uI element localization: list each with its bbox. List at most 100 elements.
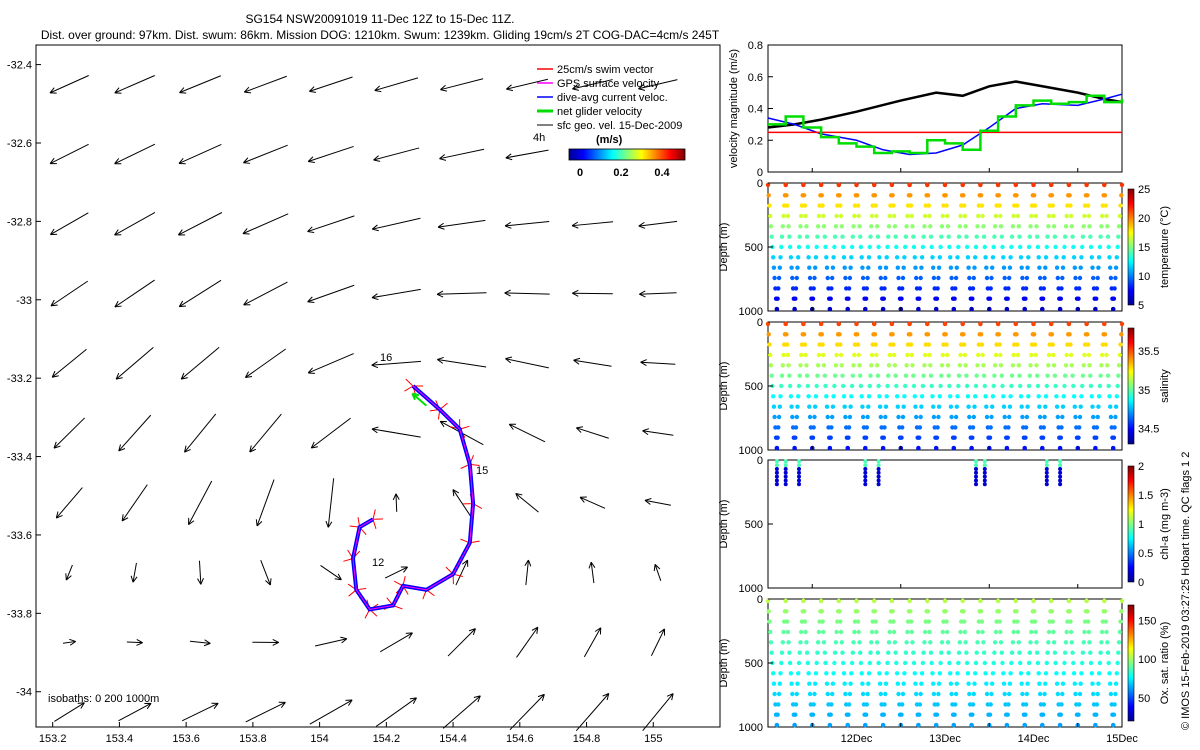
section-point <box>956 660 961 666</box>
section-point <box>765 321 771 327</box>
section-point <box>780 363 785 368</box>
section-point <box>841 244 846 250</box>
section-point <box>774 470 779 475</box>
section-point <box>979 203 985 208</box>
section-point <box>952 712 957 717</box>
section-point <box>1099 640 1104 645</box>
section-point <box>1005 296 1010 301</box>
velocity-arrow <box>118 414 152 452</box>
section-point <box>971 275 976 281</box>
section-point <box>970 286 976 291</box>
section-point <box>771 255 776 260</box>
section-point <box>893 234 898 239</box>
velocity-arrow <box>309 76 353 92</box>
velocity-arrowhead <box>506 84 514 92</box>
section-point <box>1094 702 1100 707</box>
section-point <box>949 275 954 281</box>
velocity-arrow <box>118 702 152 722</box>
section-point <box>858 234 863 239</box>
section-point <box>825 414 830 420</box>
colorbar-tick-label: 100 <box>1138 654 1156 666</box>
velocity-arrowhead <box>537 693 545 701</box>
section-point <box>976 213 981 219</box>
section-point <box>781 629 786 635</box>
section-point <box>1053 244 1058 250</box>
section-point <box>1114 255 1120 260</box>
section-point <box>768 213 773 219</box>
velocity-arrow <box>65 564 73 581</box>
section-point <box>944 342 949 347</box>
colorbar-time-label: 4h <box>533 132 545 144</box>
section-point <box>984 414 990 420</box>
section-point <box>956 650 962 655</box>
velocity-arrow <box>575 693 610 732</box>
section-point <box>992 373 997 378</box>
section-point <box>858 244 864 250</box>
section-point <box>1034 640 1039 645</box>
section-point <box>928 650 934 655</box>
velocity-arrowhead <box>531 626 539 634</box>
map-x-tick-label: 154.4 <box>439 733 467 745</box>
section-point <box>974 467 978 471</box>
section-point <box>1099 629 1105 635</box>
section-point <box>975 363 980 368</box>
section-point <box>776 691 782 697</box>
colorbar-tick-label: 34.5 <box>1138 424 1159 436</box>
section-point <box>934 435 940 440</box>
section-point <box>1060 265 1066 270</box>
section-point <box>1096 255 1102 260</box>
section-point <box>1104 352 1109 358</box>
section-point <box>996 193 1001 198</box>
velocity-arrowhead <box>265 578 272 586</box>
section-point <box>896 414 901 420</box>
section-point <box>786 224 791 229</box>
colorbar-label: Ox. sat. ratio (%) <box>1159 622 1171 705</box>
section-point <box>1033 352 1038 358</box>
section-point <box>1027 650 1033 655</box>
section-point <box>1024 691 1030 697</box>
section-point <box>911 660 917 666</box>
section-point <box>878 275 883 281</box>
section-point <box>1007 414 1012 420</box>
section-point <box>831 255 836 260</box>
section-point <box>1098 373 1103 378</box>
velocity-arrow <box>114 211 156 236</box>
section-point <box>869 352 875 358</box>
velocity-arrowhead <box>49 228 58 236</box>
section-point <box>945 629 950 635</box>
map-x-tick-label: 154.2 <box>373 733 401 745</box>
section-point <box>1019 404 1024 409</box>
section-point <box>1015 619 1020 624</box>
section-point <box>911 373 916 378</box>
section-point <box>772 691 777 697</box>
section-point <box>858 650 863 655</box>
section-point <box>797 650 802 655</box>
section-point <box>801 609 807 614</box>
section-point <box>1119 193 1124 198</box>
section-point <box>833 224 839 229</box>
section-point <box>868 373 873 378</box>
velocity-arrowhead <box>452 489 460 497</box>
section-point <box>992 650 997 655</box>
section-point <box>904 224 909 229</box>
section-point <box>1111 722 1116 728</box>
velocity-arrowhead <box>144 702 152 710</box>
section-point <box>1085 203 1091 208</box>
section-point <box>850 234 855 239</box>
section-colorbar <box>1127 604 1135 722</box>
section-point <box>1043 671 1049 676</box>
section-point <box>892 363 898 368</box>
section-point <box>1035 660 1041 666</box>
section-point <box>1082 629 1087 635</box>
section-point <box>956 244 961 250</box>
map-y-tick-label: -33.8 <box>7 608 32 620</box>
section-point <box>785 342 790 347</box>
section-point <box>796 383 802 389</box>
section-point <box>832 650 838 655</box>
section-point <box>1043 394 1049 399</box>
section-point <box>1102 598 1107 604</box>
section-point <box>881 296 886 301</box>
section-point <box>905 213 910 219</box>
section-point <box>1023 435 1028 440</box>
velocity-arrowhead <box>658 628 666 636</box>
